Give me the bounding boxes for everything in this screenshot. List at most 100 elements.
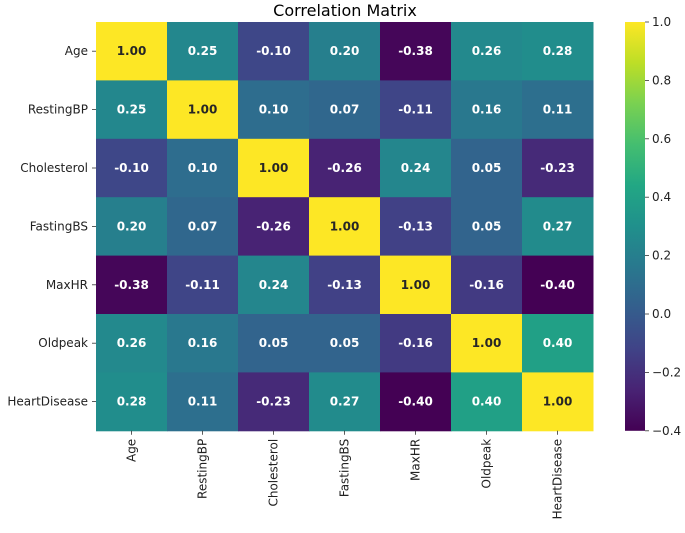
heatmap-cell-0-5: [451, 22, 523, 81]
heatmap-cell-0-1: [167, 22, 239, 81]
cell-value-label-2-5: 0.05: [472, 161, 502, 175]
heatmap-cell-3-6: [522, 197, 594, 257]
row-label-3: FastingBS: [30, 219, 88, 233]
heatmap-cell-4-3: [309, 255, 381, 315]
cell-value-label-4-6: -0.40: [540, 278, 575, 292]
cell-value-label-1-4: -0.11: [398, 103, 433, 117]
heatmap-cell-1-4: [380, 80, 452, 140]
cell-value-label-4-3: -0.13: [327, 278, 362, 292]
heatmap-cell-1-0: [96, 80, 168, 140]
heatmap-cell-2-6: [522, 138, 594, 198]
cell-value-label-2-1: 0.10: [188, 161, 218, 175]
heatmap-cell-2-5: [451, 138, 523, 198]
cell-value-label-4-0: -0.38: [114, 278, 149, 292]
row-label-4: MaxHR: [46, 278, 88, 292]
colorbar-tick-label-4: 0.4: [652, 190, 671, 204]
heatmap-cell-6-4: [380, 372, 452, 432]
cell-value-label-6-2: -0.23: [256, 395, 291, 409]
col-label-6: HeartDisease: [551, 439, 565, 520]
heatmap-cell-5-5: [451, 314, 523, 373]
cell-value-label-2-3: -0.26: [327, 161, 362, 175]
row-label-0: Age: [65, 44, 88, 58]
cell-value-label-2-2: 1.00: [259, 161, 289, 175]
heatmap-cells: 1.00 0.25 -0.10 0.20 -0.38 0.26 0.28 0.25 1.00 0.…: [96, 22, 594, 432]
heatmap-cell-4-5: [451, 255, 523, 315]
heatmap-cell-5-6: [522, 314, 594, 373]
cell-value-label-2-0: -0.10: [114, 161, 149, 175]
cell-value-label-3-0: 0.20: [117, 219, 147, 233]
heatmap-cell-1-2: [238, 80, 310, 140]
row-label-1: RestingBP: [28, 103, 88, 117]
heatmap-cell-0-0: [96, 22, 168, 81]
heatmap-cell-3-0: [96, 197, 168, 257]
cell-value-label-0-1: 0.25: [188, 44, 218, 58]
cell-value-label-1-6: 0.11: [543, 103, 573, 117]
col-label-0: Age: [125, 439, 139, 462]
cell-value-label-4-4: 1.00: [401, 278, 431, 292]
row-label-6: HeartDisease: [7, 395, 88, 409]
row-label-2: Cholesterol: [20, 161, 88, 175]
heatmap-cell-3-2: [238, 197, 310, 257]
col-label-1: RestingBP: [196, 439, 210, 499]
colorbar-tick-label-5: 0.6: [652, 132, 671, 146]
heatmap-cell-6-1: [167, 372, 239, 432]
col-label-3: FastingBS: [338, 439, 352, 497]
cell-value-label-5-6: 0.40: [543, 336, 573, 350]
heatmap-cell-4-2: [238, 255, 310, 315]
heatmap-cell-5-2: [238, 314, 310, 373]
heatmap-cell-5-3: [309, 314, 381, 373]
heatmap-cell-2-0: [96, 138, 168, 198]
cell-value-label-3-4: -0.13: [398, 219, 433, 233]
heatmap-cell-1-3: [309, 80, 381, 140]
cell-value-label-5-1: 0.16: [188, 336, 218, 350]
colorbar-tick-label-2: 0.0: [652, 307, 671, 321]
colorbar-tick-label-7: 1.0: [652, 15, 671, 29]
heatmap-cell-6-2: [238, 372, 310, 432]
heatmap-cell-6-6: [522, 372, 594, 432]
heatmap-cell-0-2: [238, 22, 310, 81]
cell-value-label-5-0: 0.26: [117, 336, 147, 350]
row-tick-labels: Age RestingBP Cholesterol FastingBS MaxHR Old…: [7, 44, 96, 409]
heatmap-cell-3-1: [167, 197, 239, 257]
cell-value-label-6-0: 0.28: [117, 395, 147, 409]
cell-value-label-0-4: -0.38: [398, 44, 433, 58]
cell-value-label-0-3: 0.20: [330, 44, 360, 58]
cell-value-label-6-5: 0.40: [472, 395, 502, 409]
heatmap-cell-0-4: [380, 22, 452, 81]
colorbar-tick-label-6: 0.8: [652, 73, 671, 87]
cell-value-label-6-6: 1.00: [543, 395, 573, 409]
cell-value-label-1-3: 0.07: [330, 103, 360, 117]
cell-value-label-5-2: 0.05: [259, 336, 289, 350]
cell-value-label-0-0: 1.00: [117, 44, 147, 58]
heatmap-cell-1-5: [451, 80, 523, 140]
cell-value-label-0-2: -0.10: [256, 44, 291, 58]
colorbar-gradient: [625, 22, 645, 431]
heatmap-cell-3-4: [380, 197, 452, 257]
column-tick-labels: Age RestingBP Cholesterol FastingBS MaxHR Old…: [125, 430, 565, 520]
heatmap-cell-6-0: [96, 372, 168, 432]
heatmap-cell-3-3: [309, 197, 381, 257]
col-label-4: MaxHR: [409, 439, 423, 481]
colorbar: −0.4 −0.2 0.0 0.2 0.4 0.6 0.8 1.0: [625, 15, 681, 438]
cell-value-label-0-6: 0.28: [543, 44, 573, 58]
heatmap-cell-2-2: [238, 138, 310, 198]
heatmap-cell-5-4: [380, 314, 452, 373]
cell-value-label-5-5: 1.00: [472, 336, 502, 350]
cell-value-label-0-5: 0.26: [472, 44, 502, 58]
heatmap-cell-4-6: [522, 255, 594, 315]
cell-value-label-3-6: 0.27: [543, 219, 573, 233]
colorbar-tick-label-0: −0.4: [652, 424, 681, 438]
cell-value-label-1-1: 1.00: [188, 103, 218, 117]
heatmap-cell-6-3: [309, 372, 381, 432]
cell-value-label-1-2: 0.10: [259, 103, 289, 117]
heatmap-cell-4-1: [167, 255, 239, 315]
cell-value-label-3-5: 0.05: [472, 219, 502, 233]
cell-value-label-4-5: -0.16: [469, 278, 504, 292]
cell-value-label-3-1: 0.07: [188, 219, 218, 233]
heatmap-cell-5-1: [167, 314, 239, 373]
cell-value-label-1-5: 0.16: [472, 103, 502, 117]
heatmap-cell-2-1: [167, 138, 239, 198]
heatmap-cell-1-1: [167, 80, 239, 140]
cell-value-label-5-4: -0.16: [398, 336, 433, 350]
